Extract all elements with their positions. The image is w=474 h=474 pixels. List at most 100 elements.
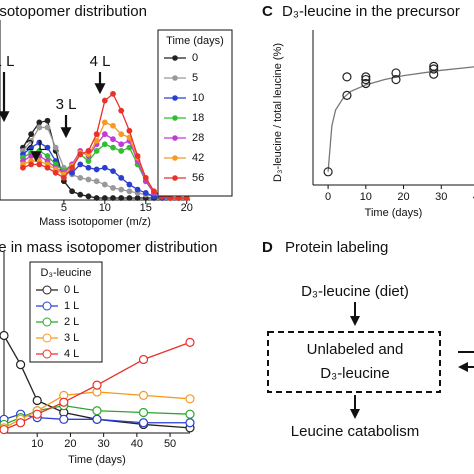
legend-label: 0 L — [64, 284, 79, 296]
data-point — [85, 176, 92, 183]
data-point — [16, 360, 26, 370]
data-point — [77, 174, 84, 181]
data-point — [118, 195, 125, 201]
data-point — [429, 61, 439, 71]
data-point — [185, 337, 195, 347]
annotation: 2 L — [26, 137, 47, 154]
legend-label: 56 — [192, 172, 204, 184]
data-point — [361, 72, 371, 82]
data-point — [429, 64, 439, 74]
data-point — [32, 395, 42, 406]
legend-label: 2 L — [64, 316, 79, 328]
output-label: Leucine catabolism — [291, 423, 419, 440]
data-point — [185, 394, 195, 404]
x-tick-label: 20 — [64, 438, 76, 450]
data-point — [16, 418, 26, 428]
pool-label: D₃-leucine — [320, 365, 389, 382]
data-point — [28, 161, 35, 168]
data-point — [110, 90, 116, 97]
x-tick-label: 10 — [31, 438, 43, 450]
data-point — [110, 144, 116, 151]
legend-title: Time (days) — [166, 35, 224, 47]
data-point — [101, 164, 108, 171]
data-point — [36, 153, 43, 159]
data-point — [110, 136, 116, 143]
annotation: 3 L — [56, 96, 77, 113]
legend-marker — [172, 115, 178, 121]
input-label: D₃-leucine (diet) — [301, 283, 409, 300]
legend-marker — [172, 55, 178, 61]
panel-b-title: Change in mass isotopomer distribution — [0, 239, 217, 256]
fit-curve — [327, 66, 474, 172]
legend-marker — [42, 333, 52, 343]
data-point — [185, 409, 195, 419]
data-point — [110, 122, 116, 129]
data-point — [126, 188, 133, 195]
data-point — [44, 124, 51, 131]
data-point — [101, 97, 108, 104]
data-point — [101, 195, 108, 201]
legend-label: 3 L — [64, 332, 79, 344]
data-point — [142, 190, 149, 196]
data-point — [0, 330, 9, 341]
legend-marker — [42, 285, 52, 295]
data-point — [138, 390, 149, 400]
data-point — [59, 397, 69, 407]
data-point — [101, 181, 108, 188]
data-point — [391, 68, 401, 78]
y-axis-label: D₃-leucine / total leucine (%) — [272, 43, 284, 182]
x-tick-label: 40 — [473, 191, 474, 203]
data-point — [361, 78, 371, 89]
data-point — [85, 193, 92, 200]
legend-label: 42 — [192, 152, 204, 164]
legend-marker — [42, 301, 52, 311]
data-point — [93, 166, 100, 173]
data-point — [77, 151, 84, 158]
data-point — [92, 414, 102, 424]
legend-label: 28 — [192, 132, 204, 144]
data-point — [77, 161, 84, 168]
annotation: 4 L — [90, 53, 111, 70]
legend-label: 10 — [192, 92, 204, 104]
x-tick-label: 10 — [99, 202, 111, 214]
legend-title: D₃-leucine — [41, 267, 92, 279]
legend-label: 1 L — [64, 300, 79, 312]
data-point — [44, 164, 51, 171]
data-point — [93, 148, 100, 154]
data-point — [126, 181, 133, 188]
legend-marker — [172, 155, 178, 161]
data-point — [118, 107, 125, 114]
data-point — [52, 144, 59, 151]
data-point — [134, 195, 141, 201]
data-point — [118, 186, 125, 193]
x-tick-label: 20 — [181, 202, 193, 214]
data-point — [138, 407, 149, 418]
data-point — [185, 418, 195, 428]
data-point — [32, 409, 42, 419]
x-axis-label: Time (days) — [68, 454, 126, 466]
x-axis-label: Time (days) — [365, 207, 423, 219]
data-point — [93, 137, 100, 144]
data-point — [138, 354, 149, 365]
data-point — [36, 119, 43, 126]
data-point — [110, 168, 116, 175]
x-tick-label: 30 — [435, 191, 447, 203]
data-point — [60, 174, 67, 181]
data-point — [134, 186, 141, 193]
pool-label: Unlabeled and — [307, 341, 404, 358]
legend-label: 5 — [192, 72, 198, 84]
x-tick-label: 20 — [397, 191, 409, 203]
legend-label: 18 — [192, 112, 204, 124]
x-tick-label: 10 — [360, 191, 372, 203]
data-point — [323, 167, 333, 177]
data-point — [134, 153, 141, 159]
data-point — [361, 74, 371, 85]
data-point — [93, 178, 100, 185]
data-point — [93, 195, 100, 201]
data-point — [126, 195, 133, 201]
data-point — [342, 72, 352, 82]
data-point — [92, 406, 102, 416]
data-point — [85, 148, 92, 154]
data-point — [138, 418, 149, 428]
